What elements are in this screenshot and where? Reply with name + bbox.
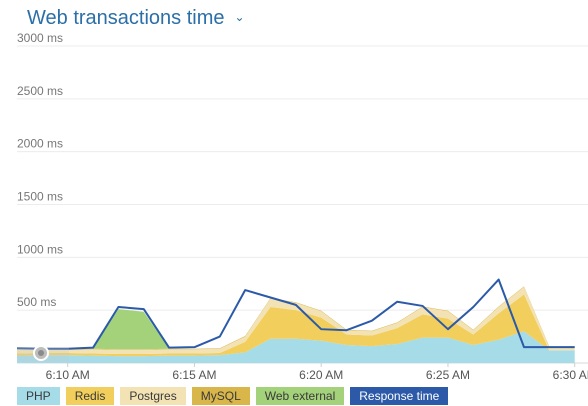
scrubber-handle-dot — [38, 350, 44, 356]
area-postgres — [17, 286, 575, 355]
legend-php[interactable]: PHP — [17, 387, 60, 405]
stacked-areas — [17, 286, 575, 363]
legend-redis[interactable]: Redis — [65, 387, 115, 405]
area-php — [17, 331, 575, 363]
transactions-time-chart: 500 ms 1000 ms 1500 ms 2000 ms 2500 ms 3000 m… — [16, 31, 588, 382]
time-scrubber — [17, 345, 69, 362]
y-tick-label: 500 ms — [17, 295, 56, 309]
y-tick-label: 1500 ms — [17, 190, 63, 204]
y-axis-labels: 500 ms 1000 ms 1500 ms 2000 ms 2500 ms 3000 m… — [17, 31, 63, 309]
chevron-down-icon[interactable]: ⌄ — [234, 9, 245, 24]
response-time-line — [16, 278, 575, 350]
x-axis-labels: 6:10 AM 6:15 AM 6:20 AM 6:25 AM 6:30 AM — [46, 363, 588, 382]
area-redis — [17, 294, 575, 357]
y-tick-label: 1000 ms — [17, 242, 63, 256]
chart-title-dropdown[interactable]: Web transactions time ⌄ — [27, 7, 245, 30]
legend-web-external[interactable]: Web external — [255, 387, 345, 405]
x-tick-label: 6:10 AM — [46, 368, 90, 382]
x-tick-label: 6:15 AM — [172, 368, 216, 382]
line-response-time — [16, 278, 575, 350]
y-tick-label: 2000 ms — [17, 137, 63, 151]
legend-response-time[interactable]: Response time — [350, 387, 449, 405]
x-tick-label: 6:20 AM — [299, 368, 343, 382]
x-tick-label: 6:25 AM — [426, 368, 470, 382]
legend-mysql[interactable]: MySQL — [191, 387, 250, 405]
chart-title: Web transactions time — [27, 7, 225, 29]
legend-postgres[interactable]: Postgres — [120, 387, 186, 405]
y-tick-label: 3000 ms — [17, 31, 63, 45]
y-tick-label: 2500 ms — [17, 84, 63, 98]
area-web-external — [17, 286, 575, 350]
chart-legend: PHP Redis Postgres MySQL Web external Respons… — [17, 387, 449, 405]
x-tick-label: 6:30 AM — [553, 368, 588, 382]
